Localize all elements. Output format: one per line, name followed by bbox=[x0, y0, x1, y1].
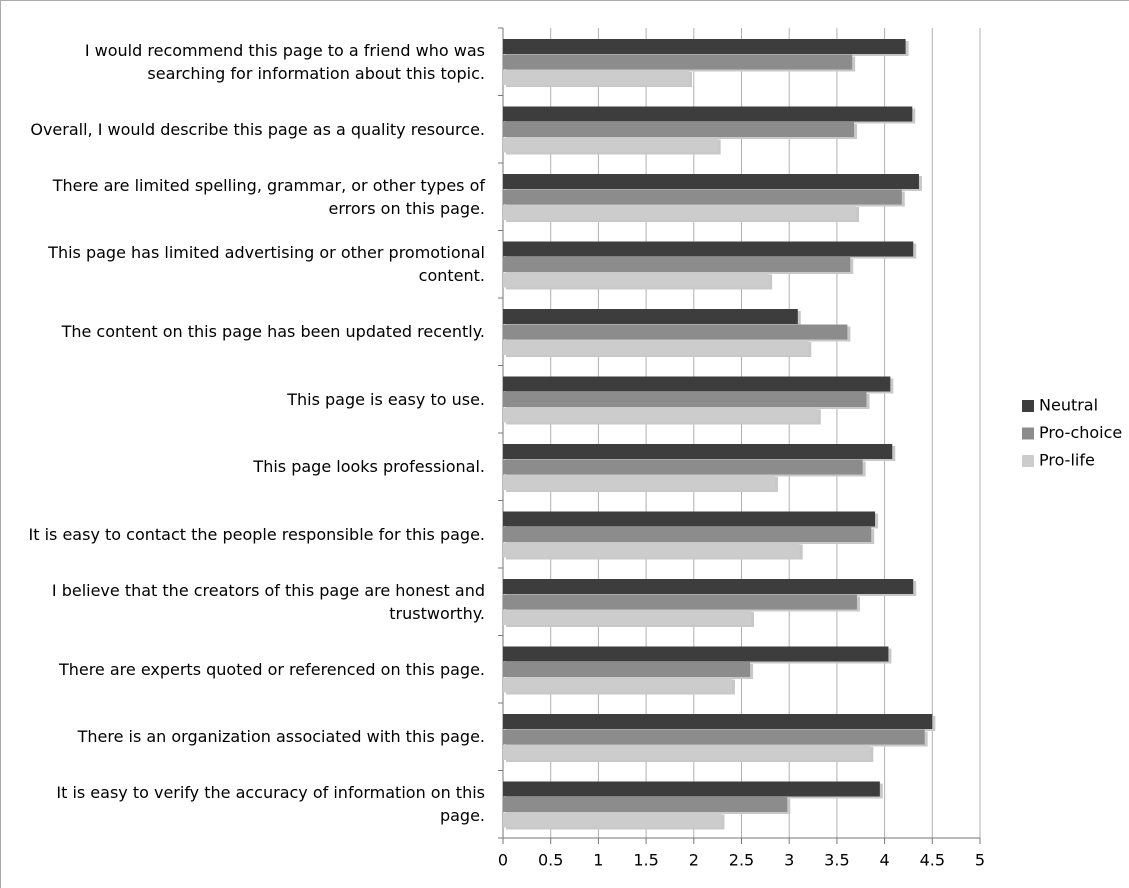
x-tick-label: 0 bbox=[498, 851, 508, 870]
bar bbox=[503, 189, 902, 205]
bar bbox=[503, 714, 933, 729]
bar bbox=[503, 579, 914, 594]
category-label: There are experts quoted or referenced o… bbox=[58, 659, 485, 679]
bar bbox=[503, 475, 775, 490]
category-label: This page looks professional. bbox=[253, 457, 485, 477]
category-label: It is easy to verify the accuracy of inf… bbox=[56, 783, 485, 826]
bar bbox=[503, 392, 867, 407]
x-tick-label: 1 bbox=[593, 851, 603, 870]
legend-label: Pro-choice bbox=[1039, 423, 1122, 442]
category-label: I believe that the creators of this page… bbox=[51, 580, 485, 623]
category-label: Overall, I would describe this page as a… bbox=[30, 119, 485, 139]
category-label: I would recommend this page to a friend … bbox=[84, 40, 485, 83]
bar bbox=[503, 324, 848, 340]
bar bbox=[503, 677, 732, 693]
legend-swatch bbox=[1022, 400, 1034, 412]
bar bbox=[503, 511, 876, 527]
bar bbox=[503, 527, 872, 542]
x-tick-label: 4.5 bbox=[920, 851, 945, 870]
x-tick-label: 2.5 bbox=[729, 851, 754, 870]
x-tick-label: 1.5 bbox=[633, 851, 658, 870]
bar bbox=[503, 39, 906, 54]
bar bbox=[503, 459, 863, 475]
bar bbox=[503, 781, 880, 797]
legend-swatch bbox=[1022, 455, 1034, 467]
legend-label: Pro-life bbox=[1039, 451, 1095, 470]
category-label: This page is easy to use. bbox=[287, 389, 485, 409]
x-tick-label: 3 bbox=[784, 851, 794, 870]
bar bbox=[503, 205, 856, 220]
x-tick-label: 0.5 bbox=[538, 851, 563, 870]
bar bbox=[503, 376, 891, 392]
bar bbox=[503, 257, 851, 272]
bar bbox=[503, 70, 690, 85]
bar bbox=[503, 542, 800, 558]
bar bbox=[503, 729, 925, 745]
x-tick-label: 2 bbox=[689, 851, 699, 870]
bar bbox=[503, 174, 919, 189]
category-label: This page has limited advertising or oth… bbox=[48, 243, 485, 286]
bar bbox=[503, 797, 788, 812]
bar bbox=[503, 646, 889, 662]
bar bbox=[503, 407, 818, 423]
bar bbox=[503, 54, 853, 70]
bar bbox=[503, 812, 722, 828]
category-label: The content on this page has been update… bbox=[61, 322, 485, 342]
x-tick-label: 4 bbox=[880, 851, 890, 870]
bar bbox=[503, 745, 871, 760]
x-tick-label: 5 bbox=[975, 851, 985, 870]
bar bbox=[503, 444, 893, 459]
bar bbox=[503, 309, 798, 324]
x-tick-label: 3.5 bbox=[824, 851, 849, 870]
bar bbox=[503, 106, 913, 122]
category-label: There is an organization associated with… bbox=[77, 727, 485, 747]
category-label: It is easy to contact the people respons… bbox=[28, 524, 485, 544]
bar bbox=[503, 137, 718, 153]
bar bbox=[503, 241, 914, 257]
bar bbox=[503, 610, 752, 625]
legend-label: Neutral bbox=[1039, 396, 1098, 415]
bar bbox=[503, 594, 857, 610]
category-label: There are limited spelling, grammar, or … bbox=[52, 175, 485, 218]
bar bbox=[503, 340, 809, 355]
bar bbox=[503, 272, 770, 288]
bar bbox=[503, 122, 855, 137]
legend-swatch bbox=[1022, 427, 1034, 440]
bar bbox=[503, 662, 751, 677]
